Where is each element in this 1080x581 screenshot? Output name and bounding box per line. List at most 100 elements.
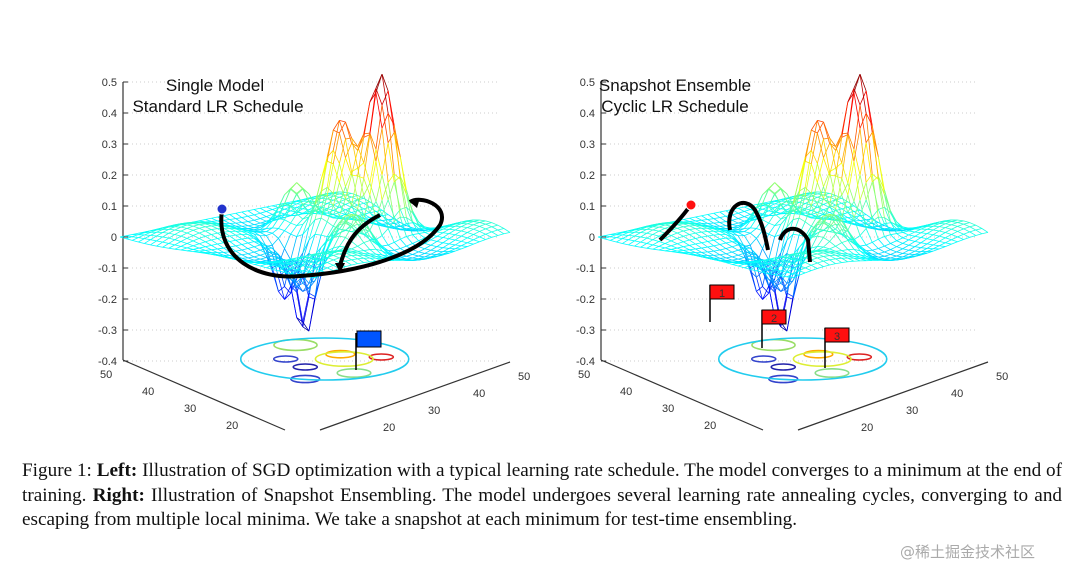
mesh-segment bbox=[878, 229, 885, 231]
mesh-segment bbox=[241, 225, 249, 229]
mesh-segment bbox=[750, 218, 757, 229]
mesh-segment bbox=[713, 222, 721, 227]
mesh-segment bbox=[865, 113, 873, 126]
mesh-segment bbox=[485, 226, 492, 230]
mesh-segment bbox=[339, 182, 346, 199]
mesh-segment bbox=[260, 258, 267, 262]
mesh-segment bbox=[701, 223, 708, 227]
mesh-segment bbox=[375, 241, 383, 252]
mesh-segment bbox=[339, 222, 346, 226]
mesh-segment bbox=[388, 218, 395, 221]
mesh-segment bbox=[829, 219, 836, 228]
mesh-segment bbox=[424, 248, 431, 251]
x-tick-label: 30 bbox=[662, 403, 674, 415]
mesh-segment bbox=[701, 231, 708, 233]
mesh-segment bbox=[448, 244, 456, 249]
mesh-segment bbox=[750, 251, 757, 259]
mesh-segment bbox=[272, 232, 279, 239]
mesh-segment bbox=[786, 276, 794, 279]
mesh-segment bbox=[162, 246, 169, 249]
mesh-segment bbox=[786, 274, 794, 289]
mesh-segment bbox=[241, 253, 249, 256]
mesh-segment bbox=[878, 255, 885, 258]
mesh-segment bbox=[150, 229, 157, 232]
mesh-segment bbox=[381, 104, 389, 143]
mesh-segment bbox=[810, 163, 818, 194]
mesh-segment bbox=[865, 252, 873, 257]
mesh-segment bbox=[774, 187, 782, 194]
mesh-segment bbox=[677, 243, 684, 248]
mesh-segment bbox=[780, 204, 788, 210]
mesh-segment bbox=[835, 137, 843, 177]
mesh-segment bbox=[497, 233, 505, 236]
mesh-segment bbox=[259, 249, 267, 254]
mesh-segment bbox=[817, 204, 824, 208]
mesh-segment bbox=[327, 257, 334, 261]
mesh-segment bbox=[920, 226, 928, 230]
mesh-segment bbox=[926, 248, 934, 252]
mesh-segment bbox=[357, 195, 364, 199]
mesh-segment bbox=[442, 251, 450, 255]
mesh-segment bbox=[375, 209, 383, 212]
mesh-segment bbox=[701, 241, 708, 244]
mesh-segment bbox=[725, 262, 733, 265]
mesh-segment bbox=[150, 240, 157, 246]
mesh-segment bbox=[400, 236, 407, 240]
mesh-segment bbox=[810, 222, 818, 231]
mesh-segment bbox=[774, 282, 781, 287]
mesh-segment bbox=[479, 231, 486, 235]
mesh-segment bbox=[878, 236, 885, 240]
mesh-segment bbox=[786, 292, 794, 297]
mesh-segment bbox=[816, 163, 824, 187]
mesh-segment bbox=[926, 238, 934, 241]
mesh-segment bbox=[491, 229, 498, 233]
mesh-segment bbox=[817, 256, 824, 259]
mesh-segment bbox=[835, 262, 842, 265]
mesh-segment bbox=[363, 134, 371, 138]
mesh-segment bbox=[290, 213, 298, 224]
mesh-segment bbox=[272, 204, 279, 207]
mesh-segment bbox=[180, 230, 188, 234]
mesh-segment bbox=[689, 228, 696, 230]
mesh-segment bbox=[302, 204, 310, 212]
mesh-segment bbox=[926, 229, 934, 234]
mesh-segment bbox=[841, 195, 849, 213]
mesh-segment bbox=[387, 90, 395, 133]
mesh-segment bbox=[381, 113, 389, 129]
mesh-segment bbox=[719, 228, 727, 231]
mesh-segment bbox=[823, 241, 830, 248]
mesh-segment bbox=[774, 223, 781, 226]
mesh-segment bbox=[750, 237, 757, 246]
mesh-segment bbox=[823, 264, 830, 268]
mesh-segment bbox=[677, 235, 684, 239]
mesh-segment bbox=[442, 243, 450, 249]
mesh-segment bbox=[719, 248, 727, 251]
mesh-segment bbox=[823, 214, 830, 224]
mesh-segment bbox=[957, 223, 964, 227]
mesh-segment bbox=[467, 239, 474, 244]
mesh-segment bbox=[786, 254, 794, 259]
mesh-segment bbox=[664, 250, 672, 253]
mesh-segment bbox=[448, 225, 456, 230]
mesh-segment bbox=[205, 244, 212, 248]
mesh-segment bbox=[393, 221, 401, 240]
mesh-segment bbox=[241, 254, 249, 259]
mesh-segment bbox=[957, 239, 964, 243]
mesh-segment bbox=[914, 232, 922, 237]
mesh-segment bbox=[701, 242, 708, 248]
mesh-segment bbox=[768, 270, 776, 287]
mesh-segment bbox=[963, 222, 970, 225]
mesh-segment bbox=[683, 252, 690, 255]
mesh-segment bbox=[229, 219, 236, 224]
mesh-segment bbox=[223, 227, 230, 232]
mesh-segment bbox=[811, 268, 818, 272]
mesh-segment bbox=[284, 263, 291, 268]
mesh-segment bbox=[436, 231, 444, 234]
mesh-segment bbox=[406, 236, 413, 244]
mesh-segment bbox=[314, 258, 322, 261]
mesh-segment bbox=[503, 228, 511, 233]
mesh-segment bbox=[247, 246, 255, 249]
mesh-segment bbox=[847, 236, 855, 245]
mesh-segment bbox=[798, 157, 806, 180]
mesh-segment bbox=[890, 228, 897, 232]
